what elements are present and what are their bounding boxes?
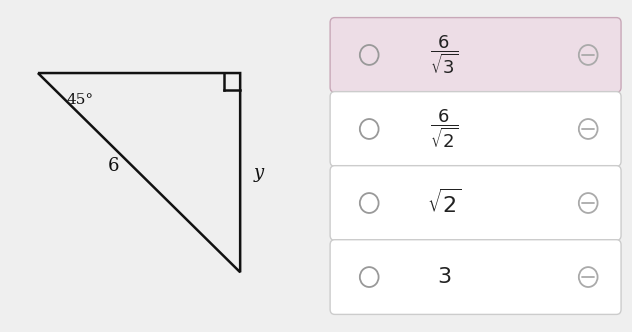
FancyBboxPatch shape: [330, 166, 621, 240]
FancyBboxPatch shape: [330, 92, 621, 166]
Text: y: y: [254, 164, 264, 182]
FancyBboxPatch shape: [330, 18, 621, 92]
Text: $\dfrac{6}{\sqrt{2}}$: $\dfrac{6}{\sqrt{2}}$: [430, 108, 458, 150]
Text: $3$: $3$: [437, 267, 451, 287]
Text: 45°: 45°: [66, 93, 94, 107]
FancyBboxPatch shape: [330, 240, 621, 314]
Text: $\dfrac{6}{\sqrt{3}}$: $\dfrac{6}{\sqrt{3}}$: [430, 34, 458, 76]
Text: 6: 6: [108, 157, 119, 175]
Text: $\sqrt{2}$: $\sqrt{2}$: [427, 189, 461, 217]
